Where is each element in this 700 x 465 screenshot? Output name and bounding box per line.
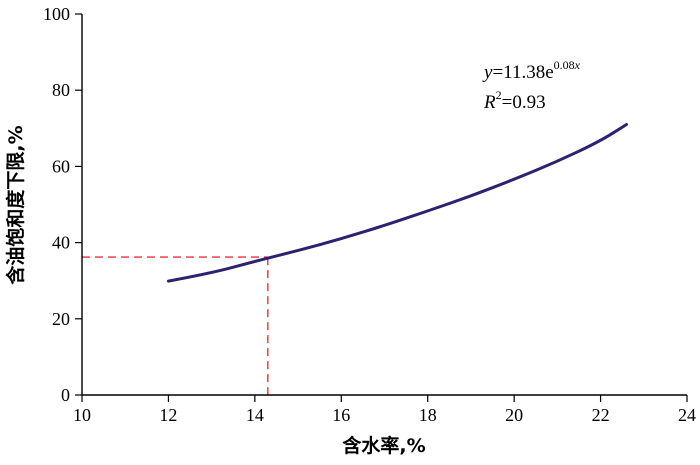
r-squared: R2=0.93 (483, 88, 546, 113)
x-tick-label: 12 (159, 405, 177, 425)
y-tick-label: 60 (52, 156, 70, 176)
fit-equation-exponent: 0.08 (554, 58, 575, 72)
x-tick-label: 22 (592, 405, 610, 425)
y-axis-title: 含油饱和度下限,% (4, 125, 27, 284)
fit-equation-exponent-var: x (574, 58, 581, 72)
fit-equation: y=11.38e0.08x (482, 58, 581, 83)
reference-lines (82, 256, 269, 395)
x-tick-label: 24 (678, 405, 696, 425)
r-squared-value: =0.93 (502, 92, 546, 113)
x-ticks: 10 12 14 16 18 20 22 24 (73, 395, 696, 425)
fit-equation-y-var: y (482, 62, 493, 83)
fit-equation-prefix: =11.38e (492, 62, 553, 83)
x-tick-label: 10 (73, 405, 91, 425)
x-axis-title: 含水率,% (342, 434, 425, 457)
y-tick-label: 20 (52, 309, 70, 329)
y-tick-label: 100 (43, 4, 70, 24)
x-tick-label: 16 (332, 405, 350, 425)
y-tick-label: 0 (61, 385, 70, 405)
y-ticks: 0 20 40 60 80 100 (43, 4, 82, 405)
series-curve (166, 123, 628, 283)
x-tick-label: 14 (246, 405, 264, 425)
x-tick-label: 20 (505, 405, 523, 425)
y-tick-label: 40 (52, 233, 70, 253)
x-tick-label: 18 (419, 405, 437, 425)
y-tick-label: 80 (52, 80, 70, 100)
series-layer (166, 123, 628, 283)
r-squared-var: R (483, 92, 496, 113)
r-squared-sup: 2 (496, 88, 502, 102)
